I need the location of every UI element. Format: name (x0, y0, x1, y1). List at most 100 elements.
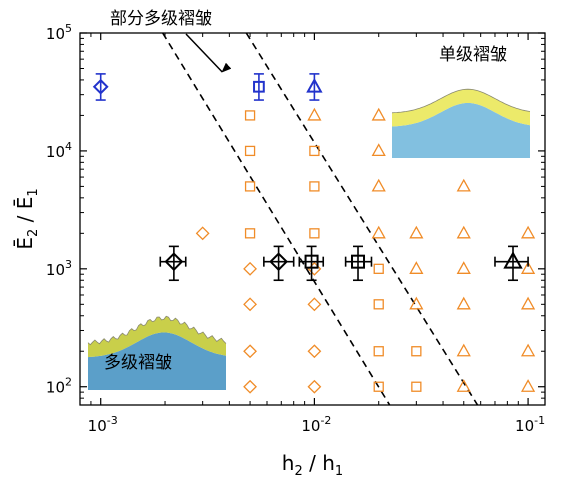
marker-square (373, 299, 384, 310)
marker-diamond (307, 261, 322, 276)
data-point-triangle (456, 178, 471, 192)
inset-film (88, 316, 226, 358)
y-tick-label: 103 (46, 258, 72, 279)
inset-film-edge (391, 88, 531, 114)
marker-triangle (409, 296, 424, 310)
marker-square (309, 145, 320, 157)
data-point-triangle (371, 107, 386, 121)
marker-diamond (164, 252, 184, 272)
data-point-triangle (306, 73, 323, 101)
data-point-diamond (243, 261, 257, 276)
marker-diamond (269, 252, 289, 272)
data-point-diamond (307, 261, 322, 276)
data-point-square (298, 245, 325, 282)
plot-frame (79, 32, 546, 406)
y-tick-label: 105 (46, 22, 72, 43)
x-tick-label: 10-2 (301, 414, 331, 435)
marker-triangle (409, 261, 424, 274)
data-point-triangle (456, 225, 471, 239)
data-point-square (309, 145, 320, 157)
data-point-triangle (520, 343, 536, 357)
data-point-triangle (409, 261, 424, 274)
data-point-diamond (307, 379, 322, 394)
data-point-triangle (520, 261, 536, 274)
marker-triangle (307, 107, 322, 121)
inset-film-edge (87, 315, 227, 346)
data-point-triangle (307, 107, 322, 121)
marker-square (373, 381, 384, 392)
inset-multi-wrinkle: 多级褶皱 (87, 315, 227, 390)
marker-square (351, 254, 366, 269)
annotation-partial-multi-wrinkle: 部分多级褶皱 (110, 9, 232, 73)
marker-square (373, 346, 384, 357)
data-point-diamond (307, 297, 322, 312)
data-point-triangle (456, 343, 471, 357)
inset-substrate (392, 103, 530, 158)
data-point-square (244, 228, 256, 239)
marker-square (411, 346, 422, 357)
marker-triangle (520, 261, 536, 274)
marker-triangle (456, 261, 471, 274)
data-point-square (373, 299, 384, 310)
marker-triangle (456, 296, 471, 310)
marker-triangle (371, 143, 386, 157)
data-point-triangle (371, 178, 386, 192)
marker-triangle (409, 225, 424, 239)
data-point-triangle (520, 296, 536, 310)
data-point-square (309, 228, 320, 239)
data-point-square (244, 181, 256, 192)
marker-triangle (456, 178, 471, 192)
data-point-triangle (409, 225, 424, 239)
data-point-triangle (494, 245, 529, 282)
marker-triangle (371, 225, 386, 239)
marker-triangle (520, 225, 536, 239)
data-point-diamond (307, 344, 322, 359)
x-tick-label: 10-1 (515, 414, 545, 435)
inset-label: 单级褶皱 (439, 45, 507, 65)
y-axis-title: Ē2 / Ē1 (13, 188, 41, 249)
inset-label: 多级褶皱 (104, 353, 172, 373)
data-point-diamond (195, 226, 210, 241)
data-point-square (373, 263, 384, 274)
marker-diamond (243, 261, 257, 276)
marker-square (373, 263, 384, 274)
marker-diamond (307, 297, 322, 312)
data-point-square (309, 181, 320, 192)
data-point-square (411, 346, 422, 357)
data-point-triangle (409, 296, 424, 310)
annotation-label: 部分多级褶皱 (110, 9, 212, 29)
data-point-triangle (456, 379, 471, 392)
marker-triangle (520, 296, 536, 310)
x-axis-title: h2 / h1 (282, 451, 343, 479)
marker-square (253, 80, 265, 93)
marker-diamond (195, 226, 210, 241)
data-point-square (344, 245, 373, 282)
marker-square (309, 228, 320, 239)
y-tick-label: 104 (46, 140, 72, 161)
boundary-dashed-line (245, 33, 479, 405)
marker-square (309, 181, 320, 192)
marker-triangle (306, 77, 323, 93)
marker-triangle (456, 225, 471, 239)
marker-triangle (371, 178, 386, 192)
data-point-diamond (92, 73, 109, 101)
marker-diamond (92, 78, 109, 95)
marker-square (244, 181, 256, 192)
inset-substrate (88, 332, 226, 390)
inset-film (392, 89, 530, 127)
data-point-square (253, 73, 265, 101)
data-point-square (244, 145, 256, 157)
y-tick-label: 102 (46, 376, 72, 397)
data-point-diamond (243, 297, 257, 312)
marker-diamond (243, 344, 257, 359)
data-point-square (373, 346, 384, 357)
marker-triangle (503, 251, 523, 269)
data-point-triangle (520, 379, 536, 392)
data-point-triangle (371, 143, 386, 157)
data-point-diamond (243, 379, 257, 394)
marker-diamond (307, 379, 322, 394)
data-point-triangle (456, 261, 471, 274)
marker-square (244, 145, 256, 157)
